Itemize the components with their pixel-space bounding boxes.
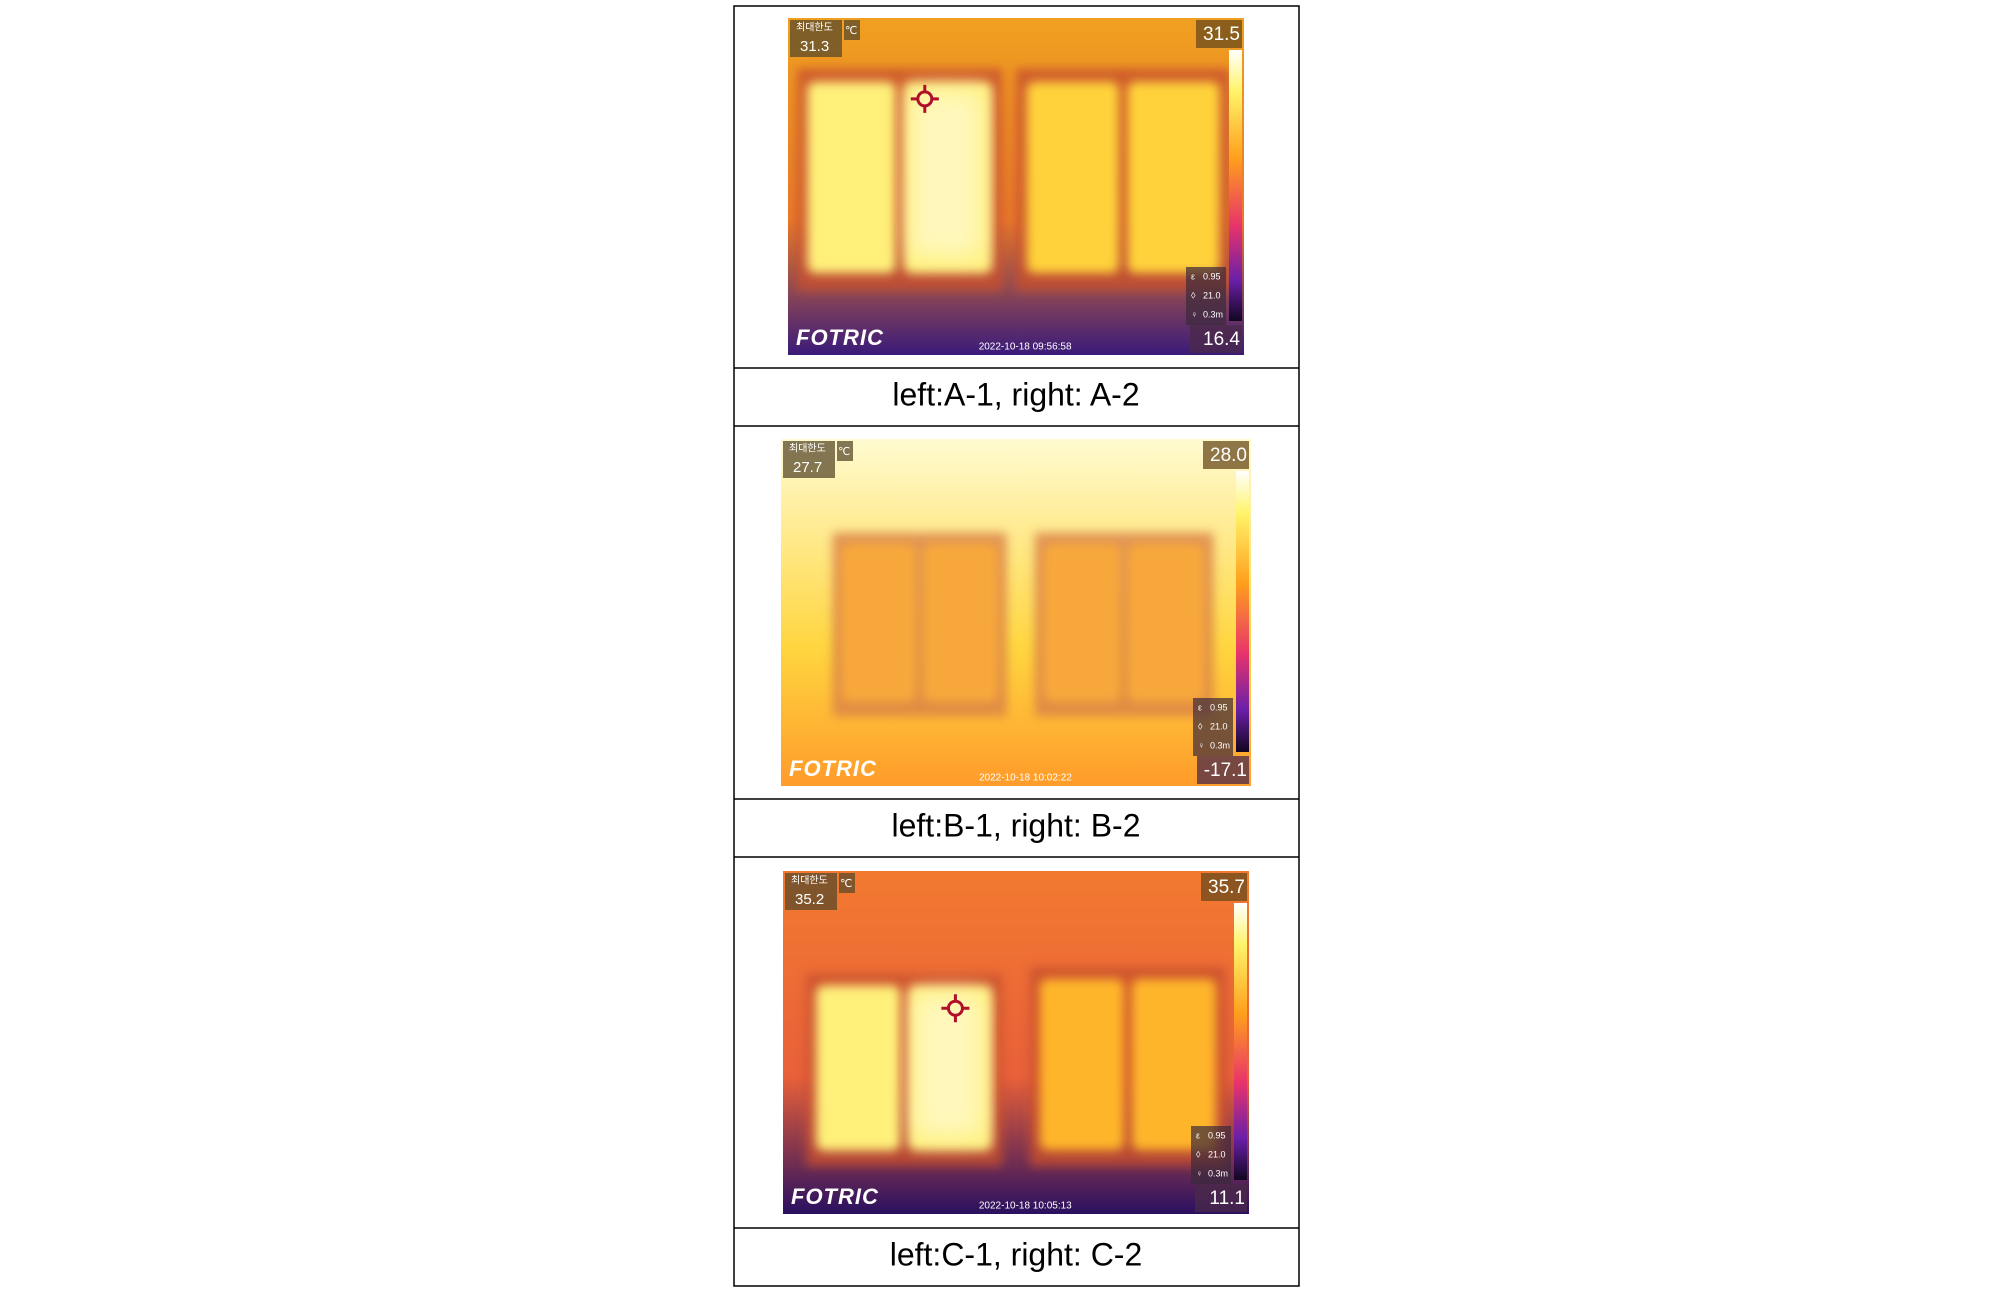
max-value: 27.7 bbox=[793, 459, 822, 476]
brand: FOTRIC bbox=[796, 325, 884, 350]
cell bbox=[1127, 81, 1220, 274]
hot-spot bbox=[909, 90, 982, 258]
timestamp: 2022-10-18 10:05:13 bbox=[979, 1201, 1072, 1212]
info-box bbox=[1191, 1126, 1231, 1184]
max-box bbox=[790, 20, 842, 57]
max-label: 최대한도 bbox=[789, 443, 826, 455]
caption: left:B-1, right: B-2 bbox=[892, 807, 1141, 843]
info-distance: 0.3m bbox=[1203, 309, 1223, 319]
info-ambient: 21.0 bbox=[1208, 1149, 1226, 1159]
info-icon: ε bbox=[1191, 271, 1195, 281]
cell bbox=[1026, 81, 1119, 274]
color-bar bbox=[1236, 471, 1249, 752]
brand: FOTRIC bbox=[789, 756, 877, 781]
cell bbox=[923, 543, 998, 702]
info-icon: ε bbox=[1196, 1130, 1200, 1140]
info-icon: ♀ bbox=[1196, 1168, 1203, 1178]
unit-box bbox=[837, 441, 853, 461]
max-box bbox=[783, 441, 835, 478]
max-label: 최대한도 bbox=[791, 875, 828, 887]
scale-max: 28.0 bbox=[1210, 445, 1247, 466]
timestamp: 2022-10-18 10:02:22 bbox=[979, 773, 1072, 784]
unit-box bbox=[844, 20, 860, 40]
scale-max-box bbox=[1196, 20, 1242, 48]
cell bbox=[1043, 543, 1121, 702]
info-emissivity: 0.95 bbox=[1203, 271, 1221, 281]
info-emissivity: 0.95 bbox=[1210, 702, 1228, 712]
brand: FOTRIC bbox=[791, 1184, 879, 1209]
max-value: 35.2 bbox=[795, 891, 824, 908]
info-box bbox=[1186, 267, 1226, 325]
caption: left:C-1, right: C-2 bbox=[890, 1236, 1143, 1272]
info-icon: ♀ bbox=[1198, 740, 1205, 750]
info-icon: ◊ bbox=[1191, 290, 1196, 300]
scale-min-box bbox=[1197, 756, 1249, 784]
cell bbox=[841, 543, 917, 702]
table bbox=[733, 5, 1300, 1287]
info-icon: ♀ bbox=[1191, 309, 1198, 319]
info-distance: 0.3m bbox=[1208, 1168, 1228, 1178]
thermal-image: 최대한도 35.2 ℃ 35.7 11.1 ε 0.95 ◊ 21.0 ♀ 0.3m FOTRIC 20… bbox=[783, 871, 1249, 1214]
info-ambient: 21.0 bbox=[1210, 721, 1228, 731]
unit-box bbox=[839, 873, 855, 893]
scale-min: -17.1 bbox=[1204, 760, 1247, 781]
info-box bbox=[1193, 698, 1233, 756]
timestamp: 2022-10-18 09:56:58 bbox=[979, 342, 1072, 353]
unit: ℃ bbox=[840, 878, 852, 890]
max-box bbox=[785, 873, 837, 910]
scale-max: 31.5 bbox=[1203, 24, 1240, 45]
info-icon: ◊ bbox=[1198, 721, 1203, 731]
info-icon: ◊ bbox=[1196, 1149, 1201, 1159]
info-ambient: 21.0 bbox=[1203, 290, 1221, 300]
scale-min-box bbox=[1190, 325, 1242, 353]
cell bbox=[1127, 543, 1205, 702]
scale-max: 35.7 bbox=[1208, 877, 1245, 898]
scale-max-box bbox=[1201, 873, 1247, 901]
info-icon: ε bbox=[1198, 702, 1202, 712]
cell bbox=[807, 81, 896, 274]
cell bbox=[1131, 978, 1216, 1151]
color-bar bbox=[1229, 50, 1242, 321]
color-bar bbox=[1234, 903, 1247, 1180]
thermal-image: 최대한도 31.3 ℃ 31.5 16.4 ε 0.95 ◊ 21.0 ♀ 0.3m FOTRIC 20… bbox=[788, 18, 1244, 355]
cell bbox=[816, 985, 901, 1151]
scale-max-box bbox=[1203, 441, 1249, 469]
crosshair bbox=[941, 994, 970, 1023]
crosshair bbox=[910, 84, 939, 113]
cell bbox=[1039, 978, 1124, 1151]
scale-min: 16.4 bbox=[1203, 329, 1240, 350]
thermal-image: 최대한도 27.7 ℃ 28.0 -17.1 ε 0.95 ◊ 21.0 ♀ 0.3m FOTRIC 2… bbox=[781, 439, 1251, 786]
scale-min-box bbox=[1195, 1184, 1247, 1212]
caption: left:A-1, right: A-2 bbox=[892, 376, 1139, 412]
scale-min: 11.1 bbox=[1209, 1188, 1245, 1209]
unit: ℃ bbox=[838, 446, 850, 458]
max-value: 31.3 bbox=[800, 38, 829, 55]
info-emissivity: 0.95 bbox=[1208, 1130, 1226, 1140]
unit: ℃ bbox=[845, 25, 857, 37]
info-distance: 0.3m bbox=[1210, 740, 1230, 750]
hot-spot bbox=[913, 993, 983, 1138]
max-label: 최대한도 bbox=[796, 22, 833, 34]
